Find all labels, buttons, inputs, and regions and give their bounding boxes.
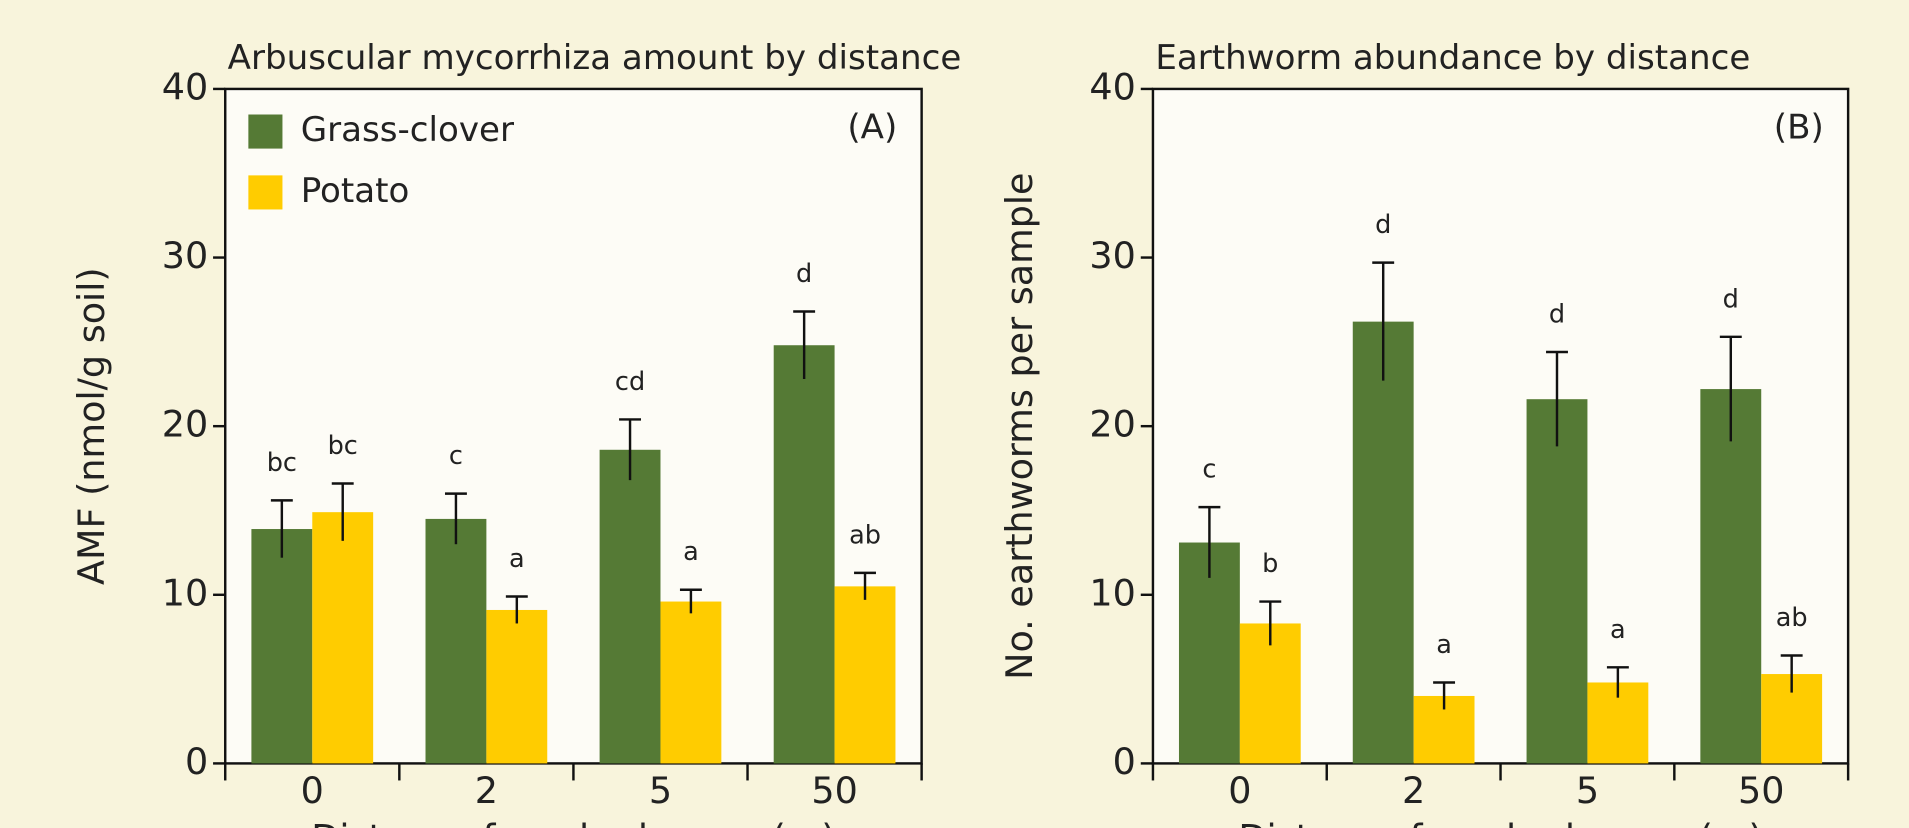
bar — [1526, 399, 1588, 764]
significance-letter: b — [1262, 549, 1278, 579]
significance-letter: a — [1436, 630, 1452, 660]
bar — [834, 586, 896, 764]
bar — [599, 449, 661, 764]
y-axis-label: AMF (nmol/g soil) — [70, 267, 113, 585]
y-tick-label: 10 — [162, 571, 208, 614]
significance-letter: a — [509, 544, 525, 574]
significance-letter: d — [1549, 299, 1565, 329]
bar — [1239, 623, 1301, 764]
x-tick-label: 0 — [301, 769, 324, 812]
y-tick-label: 10 — [1089, 571, 1135, 614]
significance-letter: bc — [267, 448, 297, 478]
significance-letter: d — [1375, 210, 1391, 240]
x-tick-label: 50 — [811, 769, 857, 812]
significance-letter: bc — [328, 431, 358, 461]
legend-label: Potato — [301, 171, 410, 211]
bar — [312, 512, 374, 764]
bar — [660, 601, 722, 764]
x-tick-label: 5 — [649, 769, 672, 812]
legend-swatch — [248, 175, 283, 210]
bar — [1352, 321, 1414, 764]
y-tick-label: 30 — [1089, 234, 1135, 277]
y-axis-label: No. earthworms per sample — [998, 172, 1041, 679]
x-tick-label: 2 — [1402, 769, 1425, 812]
legend-label: Grass-clover — [301, 110, 515, 150]
x-axis-label: Distance from hedgerow (m) — [1238, 817, 1762, 828]
panel-label: (A) — [847, 108, 897, 148]
y-tick-label: 0 — [1113, 740, 1136, 783]
x-tick-label: 2 — [475, 769, 498, 812]
legend-swatch — [248, 114, 283, 149]
significance-letter: a — [683, 537, 699, 567]
significance-letter: a — [1610, 615, 1626, 645]
bar — [1700, 389, 1762, 764]
x-tick-label: 50 — [1738, 769, 1784, 812]
significance-letter: cd — [615, 367, 645, 397]
y-tick-label: 20 — [162, 403, 208, 446]
bar — [486, 609, 548, 764]
x-tick-label: 0 — [1228, 769, 1251, 812]
significance-letter: c — [449, 441, 463, 471]
significance-letter: d — [796, 259, 812, 289]
bar — [251, 529, 313, 764]
significance-letter: d — [1723, 284, 1739, 314]
significance-letter: ab — [849, 520, 881, 550]
significance-letter: c — [1202, 455, 1216, 485]
bar — [773, 345, 835, 764]
y-tick-label: 0 — [185, 740, 208, 783]
significance-letter: ab — [1776, 603, 1808, 633]
y-tick-label: 30 — [162, 234, 208, 277]
bar — [1178, 542, 1240, 764]
bar — [425, 518, 487, 764]
x-axis-label: Distance from hedgerow (m) — [311, 817, 835, 828]
panel-label: (B) — [1774, 108, 1824, 148]
chart-title: Earthworm abundance by distance — [1155, 38, 1750, 78]
chart-title: Arbuscular mycorrhiza amount by distance — [228, 38, 962, 78]
x-tick-label: 5 — [1576, 769, 1599, 812]
y-tick-label: 40 — [1089, 65, 1135, 108]
y-tick-label: 40 — [162, 65, 208, 108]
y-tick-label: 20 — [1089, 403, 1135, 446]
